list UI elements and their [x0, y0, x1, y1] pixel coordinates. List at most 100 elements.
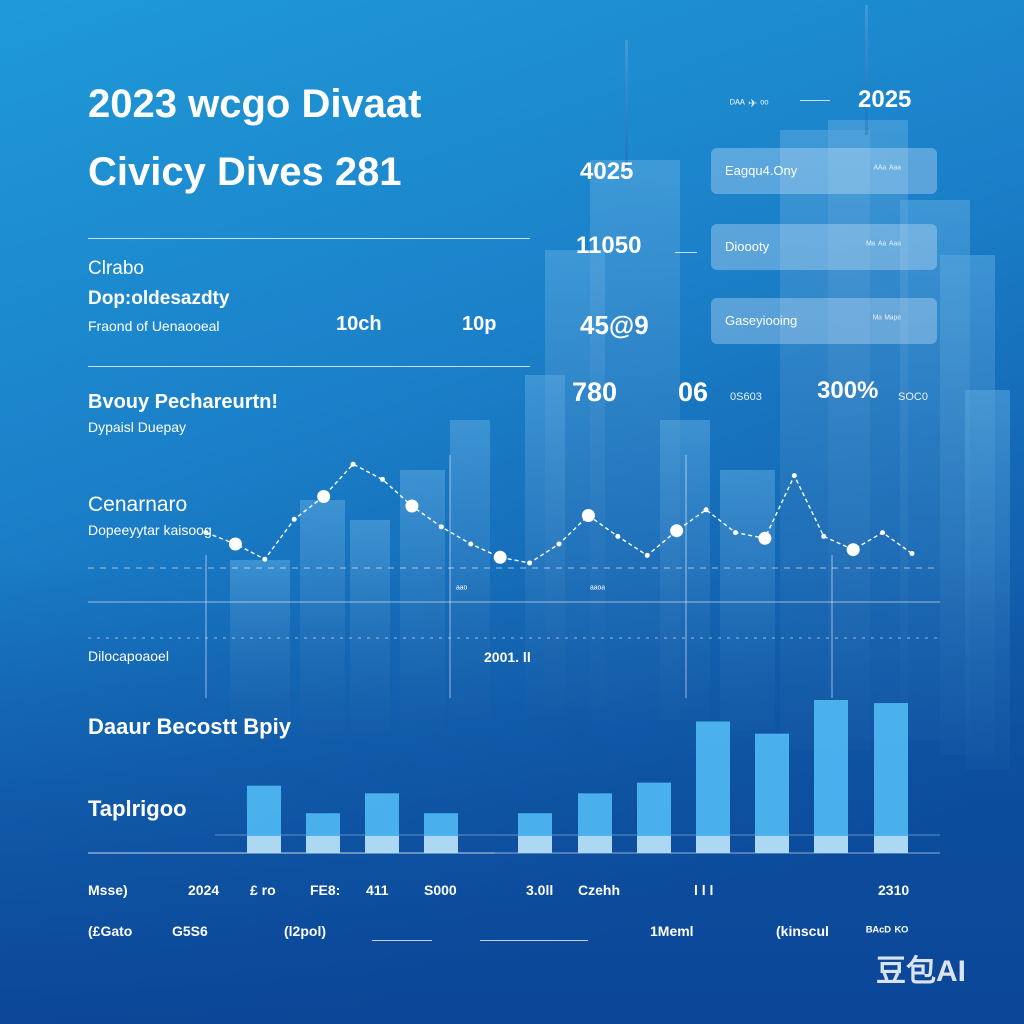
- line-point: [615, 533, 621, 539]
- line-point: [909, 551, 915, 556]
- line-chart-grid: [88, 455, 940, 698]
- watermark: 豆包AI: [876, 955, 966, 988]
- line-point: [527, 560, 533, 566]
- stat-4: 780: [572, 377, 618, 407]
- bar: [755, 733, 789, 853]
- section-1-row-label: Fraond of Uenaooeal: [88, 318, 220, 334]
- bar-base: [814, 836, 848, 853]
- section-2-subtitle: Dypaisl Duepay: [88, 419, 187, 435]
- bar: [696, 721, 730, 853]
- bar-section-subtitle: Taplrigoo: [88, 796, 187, 821]
- line-point: [350, 461, 356, 467]
- footer-item: 2024: [188, 882, 220, 898]
- bar: [814, 700, 848, 853]
- line-point: [493, 550, 507, 564]
- footer-item: (l2pol): [284, 923, 326, 939]
- line-point: [703, 507, 709, 513]
- line-point: [644, 552, 650, 558]
- line-point: [733, 530, 738, 536]
- stat-5-sub: 0S603: [730, 391, 762, 403]
- footer-item: G5S6: [172, 923, 208, 939]
- info-card-label: Dioooty: [725, 239, 770, 254]
- stat-5: 06: [678, 377, 709, 407]
- line-point: [203, 530, 209, 536]
- line-point: [262, 556, 268, 562]
- info-card: Dioooty ᴹᵃ ᴬᵃ ᴬᵃᵃ: [711, 224, 937, 270]
- footer-item: l l l: [694, 882, 714, 898]
- info-card-label: Gaseyiooing: [725, 313, 798, 328]
- stat-3: 45@9: [580, 310, 649, 340]
- header-divider: [88, 238, 530, 239]
- footer-item: Msse): [88, 882, 128, 898]
- footer-item: FE8:: [310, 882, 341, 898]
- bar-base: [365, 836, 399, 853]
- year-label: 2025: [858, 86, 912, 113]
- stat-2: 11050: [576, 232, 642, 259]
- footer-item: Czehh: [578, 882, 620, 898]
- line-point: [380, 476, 385, 482]
- line-point: [468, 541, 474, 547]
- footer-item: £ ro: [250, 882, 276, 898]
- bar-base: [874, 836, 908, 853]
- info-card: Eagqu4.Ony ᴬᴬᵃ ᴬᵃᵃ: [711, 148, 937, 194]
- footer-item: 3.0ll: [526, 882, 554, 898]
- line-label-mid: 2001. ll: [484, 649, 531, 665]
- logo-rule: [800, 100, 830, 101]
- line-point: [291, 516, 297, 522]
- line-point: [670, 524, 684, 538]
- line-point: [821, 533, 827, 539]
- section-4-label: Dilocapoaoel: [88, 648, 169, 664]
- line-point: [581, 509, 595, 522]
- footer-item: 1Meml: [650, 923, 694, 939]
- title-line-1: 2023 wcgo Divaat: [88, 82, 422, 126]
- line-point: [556, 541, 562, 547]
- section-1-subtitle: Dop:oldesazdty: [88, 288, 230, 309]
- line-point: [791, 473, 797, 479]
- stat-6: 300%: [817, 377, 879, 404]
- line-point: [438, 524, 444, 530]
- bar-base: [518, 836, 552, 853]
- footer-item: 2310: [878, 882, 910, 898]
- info-card-label: Eagqu4.Ony: [725, 163, 798, 178]
- title-line-2: Civicy Dives 281: [88, 150, 402, 194]
- footer-item: (£Gato: [88, 923, 133, 939]
- line-point: [405, 499, 419, 513]
- section-3-title: Cenarnaro: [88, 493, 188, 516]
- section-1-divider: [88, 366, 530, 367]
- line-point: [758, 531, 772, 545]
- section-1-title: Clrabo: [88, 258, 144, 279]
- bar-base: [578, 836, 612, 853]
- line-tick-b: ᵃᵃᵒᵃ: [590, 584, 605, 595]
- line-point: [846, 543, 860, 557]
- section-3-subtitle: Dopeeyytar kaisoog: [88, 522, 212, 538]
- info-card-sub: ᴬᴬᵃ ᴬᵃᵃ: [873, 164, 901, 175]
- bar-base: [755, 836, 789, 853]
- info-card: Gaseyiooing ᴹᵃ ᴹᵃᵖᵉ: [711, 298, 937, 344]
- info-card-sub: ᴹᵃ ᴬᵃ ᴬᵃᵃ: [866, 240, 901, 251]
- footer-rule-2: [480, 940, 588, 941]
- bar-base: [696, 836, 730, 853]
- footer-rule-1: [372, 940, 432, 941]
- bar-base: [247, 836, 281, 853]
- bar-base: [424, 836, 458, 853]
- footer-item: 411: [366, 882, 389, 898]
- footer-item: ᴮᴬᶜᴰ ᴷᴼ: [866, 923, 909, 939]
- line-point: [228, 537, 242, 551]
- section-2-title: Bvouy Pechareurtn!: [88, 391, 279, 413]
- footer-item: S000: [424, 882, 457, 898]
- bar-base: [637, 836, 671, 853]
- line-point: [880, 530, 886, 536]
- logo-mark: ᴰᴬᴬ ✈ ᵒᵒ: [730, 98, 769, 110]
- line-point: [317, 490, 331, 503]
- bar: [874, 703, 908, 853]
- info-card-sub: ᴹᵃ ᴹᵃᵖᵉ: [873, 314, 901, 325]
- section-1-value-1: 10ch: [336, 313, 382, 335]
- stat-2-dash: [675, 252, 697, 253]
- footer-item: (kinscul: [776, 923, 829, 939]
- section-1-value-2: 10p: [462, 313, 497, 335]
- line-tick-a: ᵃᵃᵒ: [456, 584, 467, 595]
- bar-section-title: Daaur Becostt Bpiy: [88, 714, 291, 739]
